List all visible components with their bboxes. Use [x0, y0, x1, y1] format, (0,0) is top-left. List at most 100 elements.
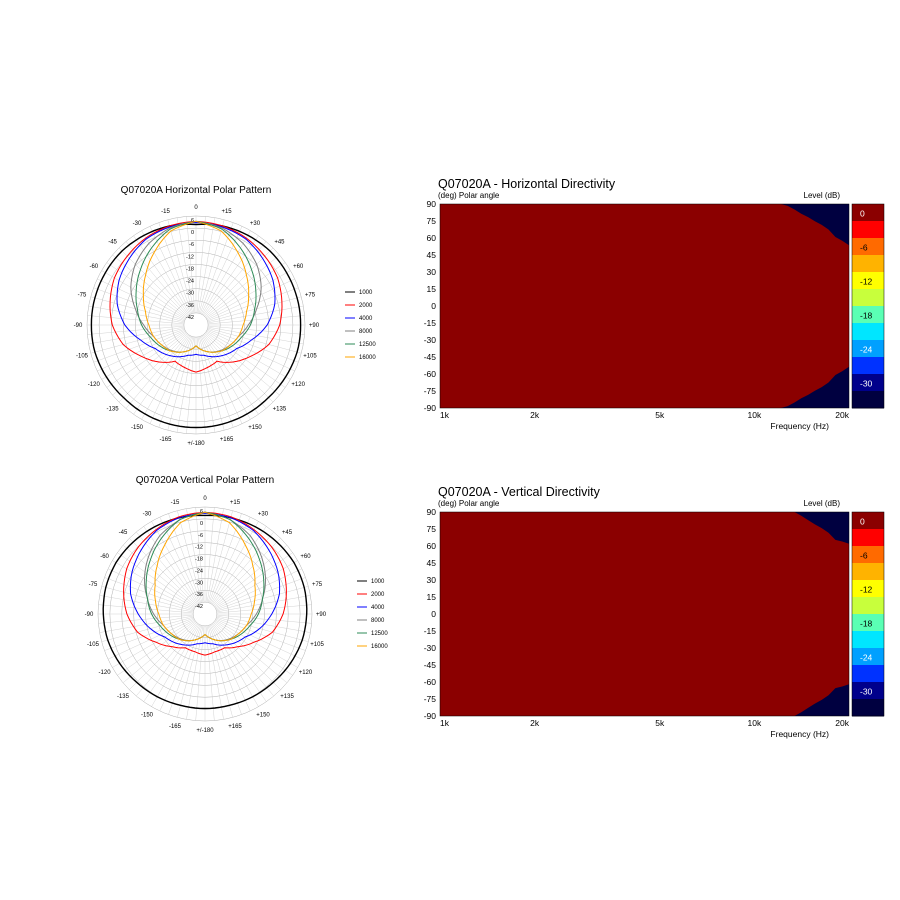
polar-spoke	[93, 287, 185, 322]
polar-spoke	[207, 287, 299, 322]
y-tick-label: 0	[431, 609, 436, 619]
y-tick-label: -90	[424, 711, 437, 721]
polar-spoke	[208, 513, 242, 603]
polar-spoke	[213, 622, 281, 690]
polar-spoke	[216, 616, 309, 642]
polar-spoke	[112, 332, 187, 396]
polar-spoke	[208, 625, 242, 715]
polar-angle-label: -90	[74, 323, 83, 329]
polar-angle-label: +90	[309, 323, 320, 329]
polar-angle-label: +135	[280, 694, 294, 700]
polar-spoke	[214, 620, 293, 676]
polar-spoke	[195, 625, 205, 721]
polar-spoke	[207, 625, 233, 718]
polar-title: Q07020A Horizontal Polar Pattern	[121, 185, 272, 196]
polar-angle-label: +15	[230, 500, 241, 506]
polar-spoke	[151, 521, 200, 604]
polar-angle-label: -150	[131, 425, 144, 431]
polar-spoke	[122, 545, 197, 607]
legend-label: 12500	[359, 342, 376, 348]
polar-spoke	[125, 334, 189, 409]
polar-angle-label: -15	[171, 500, 180, 506]
polar-angle-label: -30	[133, 221, 142, 227]
colorbar-segment	[852, 614, 884, 632]
polar-spoke	[204, 247, 274, 317]
polar-radial-label: -12	[195, 545, 203, 551]
polar-spoke	[213, 621, 288, 683]
y-tick-label: 90	[427, 507, 437, 517]
polar-spoke	[129, 622, 197, 690]
polar-series-1000	[90, 223, 302, 429]
polar-spoke	[213, 545, 288, 607]
colorbar-tick: -30	[860, 687, 873, 697]
polar-spoke	[141, 230, 191, 315]
legend-label: 1000	[371, 579, 385, 585]
polar-radial-label: -42	[186, 315, 194, 321]
polar-spoke	[93, 328, 185, 363]
polar-spoke	[205, 332, 280, 396]
colorbar-segment	[852, 665, 884, 683]
colorbar-tick: -12	[860, 585, 873, 595]
polar-spoke	[168, 513, 202, 603]
polar-spoke	[196, 216, 206, 313]
legend-label: 4000	[359, 316, 373, 322]
y-axis-label: (deg) Polar angle	[438, 499, 500, 508]
polar-angle-label: +165	[220, 437, 234, 443]
polar-spoke	[104, 577, 194, 611]
x-tick-label: 5k	[655, 718, 665, 728]
y-tick-label: 45	[427, 250, 437, 260]
polar-spoke	[216, 614, 312, 624]
colorbar-segment	[852, 306, 884, 324]
legend-label: 1000	[359, 290, 373, 296]
polar-spoke	[198, 219, 225, 314]
polar-angle-label: -60	[100, 554, 109, 560]
polar-angle-label: +45	[274, 240, 285, 246]
polar-angle-label: -15	[161, 209, 170, 215]
polar-angle-label: +30	[250, 221, 261, 227]
polar-spoke	[215, 560, 298, 609]
polar-angle-label: -90	[85, 612, 94, 618]
polar-spoke	[186, 216, 196, 313]
polar-radial-label: 0	[191, 230, 194, 236]
polar-spoke	[209, 624, 251, 712]
y-tick-label: 90	[427, 199, 437, 209]
polar-spoke	[207, 305, 304, 324]
polar-radial-label: -42	[195, 604, 203, 610]
polar-radial-label: -6	[198, 533, 203, 539]
polar-spoke	[211, 623, 267, 702]
colorbar-segment	[852, 512, 884, 530]
legend-label: 8000	[359, 329, 373, 335]
x-axis-label: Frequency (Hz)	[770, 729, 829, 739]
y-tick-label: -60	[424, 677, 437, 687]
polar-spoke	[207, 326, 304, 345]
y-tick-label: 75	[427, 524, 437, 534]
polar-angle-label: +120	[291, 382, 305, 388]
polar-spoke	[97, 329, 186, 372]
polar-spoke	[136, 622, 198, 697]
legend-label: 4000	[371, 605, 385, 611]
polar-spoke	[176, 336, 195, 433]
colorbar-segment	[852, 563, 884, 581]
polar-spoke	[176, 217, 195, 314]
contour-band	[440, 204, 849, 408]
polar-spoke	[196, 337, 206, 434]
polar-spoke	[200, 226, 243, 315]
x-tick-label: 10k	[748, 718, 762, 728]
polar-spoke	[143, 526, 199, 605]
polar-spoke	[216, 577, 306, 611]
polar-angle-label: +15	[221, 209, 232, 215]
polar-spoke	[99, 595, 194, 613]
colorbar-tick: -24	[860, 345, 873, 355]
polar-spoke	[203, 334, 267, 409]
x-axis-label: Frequency (Hz)	[770, 421, 829, 431]
polar-angle-label: +60	[300, 554, 311, 560]
polar-angle-label: +135	[273, 406, 287, 412]
polar-spoke	[186, 625, 204, 720]
polar-angle-label: +30	[258, 512, 269, 518]
polar-spoke	[133, 334, 190, 415]
polar-angle-label: -105	[76, 354, 89, 360]
colorbar-tick: 0	[860, 517, 865, 527]
polar-spoke	[199, 336, 234, 428]
polar-radial-label: -30	[186, 291, 194, 297]
polar-angle-label: -45	[108, 240, 117, 246]
